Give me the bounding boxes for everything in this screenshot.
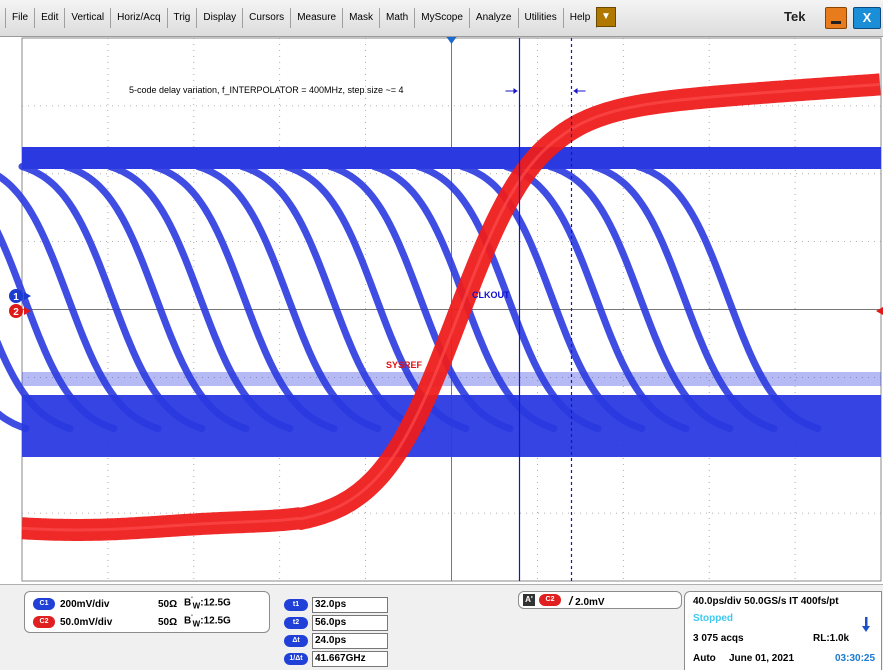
menu-item-display[interactable]: Display: [197, 8, 244, 28]
menu-bar: File Edit Vertical Horiz/Acq Trig Display Curs…: [0, 0, 883, 37]
clkout-edge-trace: [0, 339, 74, 432]
menu-item-help[interactable]: Help: [564, 8, 598, 28]
channel-1-marker-label: 1: [13, 292, 19, 303]
sysref-label: SYSREF: [386, 360, 423, 370]
clkout-edge-trace: [502, 163, 690, 432]
cursor-freq-tag: 1/Δt: [284, 653, 308, 665]
trigger-mode-badge: A': [523, 594, 535, 606]
arrow-down-icon: [862, 617, 870, 632]
cursor-2-arrowhead: [573, 88, 578, 94]
channel-2-bandwidth: B'W:12.5G: [184, 615, 231, 629]
channel-1-bandwidth: B'W:12.5G: [184, 597, 231, 611]
clkout-edge-trace: [414, 163, 602, 432]
channel-2-marker-arrow: [24, 307, 31, 315]
time-readout: 03:30:25: [835, 653, 876, 664]
channel-1-readout[interactable]: C1 200mV/div 50Ω B'W:12.5G: [33, 597, 231, 611]
cursor-t1-row[interactable]: t1 32.0ps: [284, 597, 388, 613]
clkout-edge-trace: [546, 163, 734, 432]
cursor-t2-row[interactable]: t2 56.0ps: [284, 615, 388, 631]
menu-item-cursors[interactable]: Cursors: [243, 8, 292, 28]
menu-item-horiz-acq[interactable]: Horiz/Acq: [111, 8, 168, 28]
clkout-edge-trace: [150, 163, 338, 432]
clkout-edge-trace: [238, 163, 426, 432]
channel-2-scale: 50.0mV/div: [60, 616, 113, 628]
clkout-edge-trace: [194, 163, 382, 432]
clkout-mid-band: [22, 372, 881, 386]
trigger-mode: Auto: [693, 653, 716, 664]
sysref-trace-core: [21, 82, 881, 532]
trigger-source-badge: C2: [539, 594, 561, 606]
channel-2-impedance: 50Ω: [158, 616, 178, 628]
cursor-delta-value: 24.0ps: [312, 633, 388, 649]
trigger-readout-panel[interactable]: A' C2 / 2.0mV: [518, 591, 682, 609]
channel-1-marker: 1: [9, 289, 23, 303]
menu-item-myscope[interactable]: MyScope: [415, 8, 470, 28]
clkout-edge-trace: [62, 163, 250, 432]
cursor-delta-row[interactable]: Δt 24.0ps: [284, 633, 388, 649]
menu-item-trig[interactable]: Trig: [168, 8, 198, 28]
record-length: RL:1.0k: [813, 633, 850, 644]
cursor-freq-value: 41.667GHz: [312, 651, 388, 667]
menu-item-mask[interactable]: Mask: [343, 8, 380, 28]
minimize-button[interactable]: [825, 7, 847, 29]
channel-1-badge[interactable]: C1: [33, 598, 55, 610]
date-readout: June 01, 2021: [729, 653, 795, 664]
channel-2-marker-label: 2: [13, 307, 19, 318]
cursor-t2-tag: t2: [284, 617, 308, 629]
screen-annotation: 5-code delay variation, f_INTERPOLATOR =…: [129, 85, 404, 95]
cursor-freq-row[interactable]: 1/Δt 41.667GHz: [284, 651, 388, 667]
menu-item-measure[interactable]: Measure: [291, 8, 344, 28]
timebase-readout: 40.0ps/div 50.0GS/s IT 400fs/pt: [693, 596, 839, 607]
clkout-edge-trace: [634, 163, 822, 432]
clkout-label: CLKOUT: [472, 290, 510, 300]
close-button[interactable]: X: [853, 7, 881, 29]
acquisition-count: 3 075 acqs: [693, 633, 744, 644]
clkout-edge-trace: [18, 163, 206, 432]
cursor-1-arrowhead: [513, 88, 518, 94]
clkout-edge-trace: [106, 163, 294, 432]
waveform-svg[interactable]: 12: [0, 37, 883, 584]
clkout-edge-trace: [590, 163, 778, 432]
cursor-t1-tag: t1: [284, 599, 308, 611]
channel-2-badge[interactable]: C2: [33, 616, 55, 628]
menu-item-analyze[interactable]: Analyze: [470, 8, 519, 28]
cursor-readout-panel[interactable]: t1 32.0ps t2 56.0ps Δt 24.0ps 1/Δt 41.66…: [272, 590, 390, 670]
menu-items: File Edit Vertical Horiz/Acq Trig Display Curs…: [5, 8, 598, 28]
cursor-t2-value: 56.0ps: [312, 615, 388, 631]
channel-readout-panel[interactable]: C1 200mV/div 50Ω B'W:12.5G C2 50.0mV/div…: [24, 591, 270, 633]
cursor-t1-value: 32.0ps: [312, 597, 388, 613]
dropdown-arrow-button[interactable]: ▼: [596, 7, 616, 27]
rising-edge-icon: /: [569, 594, 573, 608]
acquisition-state: Stopped: [693, 613, 733, 624]
trigger-level: / 2.0mV: [569, 594, 605, 608]
clkout-edge-trace: [0, 172, 162, 432]
acquisition-readout-panel[interactable]: 40.0ps/div 50.0GS/s IT 400fs/pt Stopped …: [684, 591, 882, 670]
channel-2-readout[interactable]: C2 50.0mV/div 50Ω B'W:12.5G: [33, 615, 231, 629]
channel-2-marker: 2: [9, 304, 23, 318]
channel-1-marker-arrow: [24, 292, 31, 300]
menu-item-math[interactable]: Math: [380, 8, 416, 28]
menu-item-file[interactable]: File: [5, 8, 36, 28]
trigger-position-marker: [446, 37, 457, 44]
clkout-edge-trace: [326, 163, 514, 432]
menu-item-vertical[interactable]: Vertical: [65, 8, 112, 28]
menu-item-edit[interactable]: Edit: [35, 8, 66, 28]
status-bar: C1 200mV/div 50Ω B'W:12.5G C2 50.0mV/div…: [0, 584, 883, 670]
cursor-delta-tag: Δt: [284, 635, 308, 647]
channel-1-impedance: 50Ω: [158, 598, 178, 610]
channel-1-scale: 200mV/div: [60, 598, 110, 610]
clkout-edge-trace: [458, 163, 646, 432]
clkout-edge-trace: [282, 163, 470, 432]
menu-item-utilities[interactable]: Utilities: [519, 8, 564, 28]
clkout-high-rail: [22, 147, 881, 169]
brand-logo: Tek: [784, 9, 806, 24]
trigger-level-marker: [876, 307, 883, 315]
